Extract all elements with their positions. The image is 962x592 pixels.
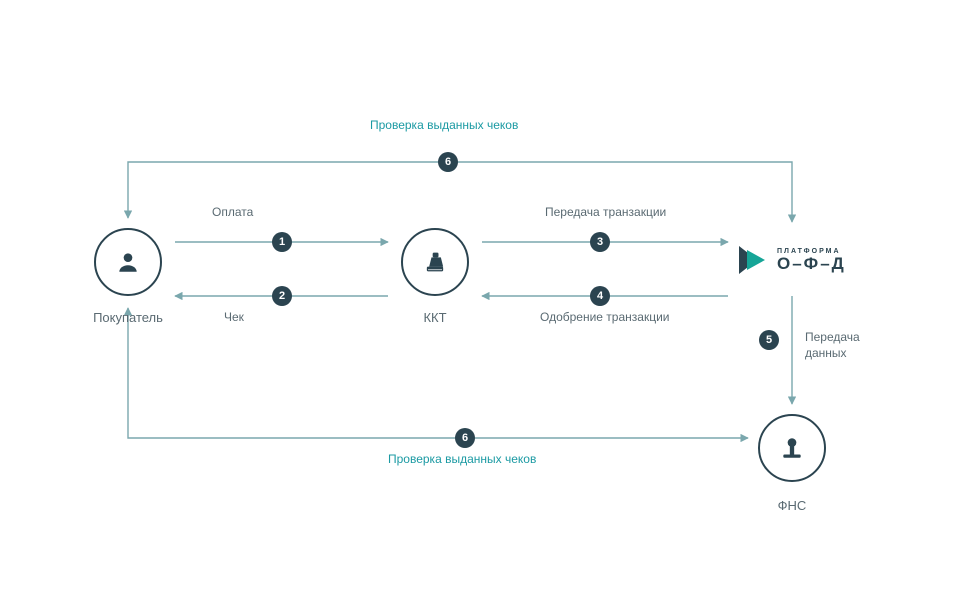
- edge-label-data: Передачаданных: [805, 330, 860, 361]
- badge-4: 4: [590, 286, 610, 306]
- edge-label-check: Чек: [224, 310, 244, 324]
- stamp-icon: [779, 435, 805, 461]
- edge-label-verify-bottom: Проверка выданных чеков: [388, 452, 536, 466]
- cash-register-icon: [421, 248, 449, 276]
- ofd-logo-big: О–Ф–Д: [777, 255, 846, 272]
- node-buyer-label: Покупатель: [90, 310, 166, 325]
- node-fns-label: ФНС: [772, 498, 812, 513]
- person-icon: [115, 249, 141, 275]
- badge-6-bottom: 6: [455, 428, 475, 448]
- edge-label-pay: Оплата: [212, 205, 253, 219]
- badge-6-top: 6: [438, 152, 458, 172]
- edge-label-tx: Передача транзакции: [545, 205, 666, 219]
- diagram-stage: Покупатель ККТ ПЛАТФОРМА О–Ф–Д ФНС Оплат…: [0, 0, 962, 592]
- node-buyer: [94, 228, 162, 296]
- node-ofd: ПЛАТФОРМА О–Ф–Д: [735, 242, 846, 278]
- edge-label-verify-top: Проверка выданных чеков: [370, 118, 518, 132]
- edge-label-approve: Одобрение транзакции: [540, 310, 669, 324]
- badge-1: 1: [272, 232, 292, 252]
- badge-3: 3: [590, 232, 610, 252]
- badge-5: 5: [759, 330, 779, 350]
- node-kkt-label: ККТ: [415, 310, 455, 325]
- ofd-logo-icon: [735, 242, 771, 278]
- node-fns: [758, 414, 826, 482]
- node-kkt: [401, 228, 469, 296]
- connectors: [0, 0, 962, 592]
- badge-2: 2: [272, 286, 292, 306]
